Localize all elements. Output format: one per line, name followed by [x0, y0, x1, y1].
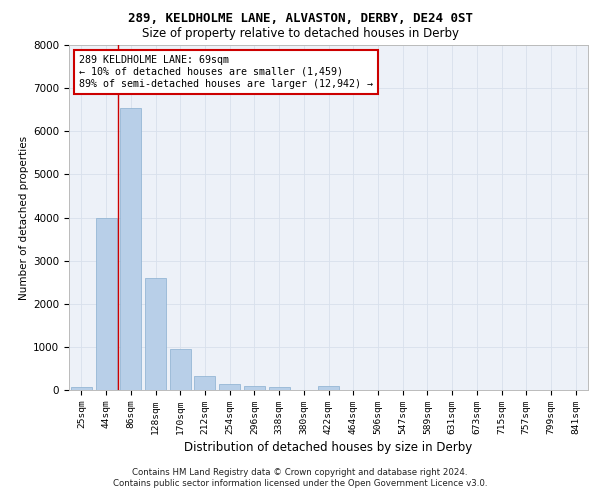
Y-axis label: Number of detached properties: Number of detached properties [19, 136, 29, 300]
Bar [170, 349, 191, 390]
Bar [244, 386, 265, 390]
Bar [194, 376, 215, 390]
Text: Size of property relative to detached houses in Derby: Size of property relative to detached ho… [142, 28, 458, 40]
Text: 289 KELDHOLME LANE: 69sqm
← 10% of detached houses are smaller (1,459)
89% of se: 289 KELDHOLME LANE: 69sqm ← 10% of detac… [79, 56, 373, 88]
Text: Contains HM Land Registry data © Crown copyright and database right 2024.
Contai: Contains HM Land Registry data © Crown c… [113, 468, 487, 487]
X-axis label: Distribution of detached houses by size in Derby: Distribution of detached houses by size … [184, 441, 473, 454]
Bar [71, 387, 92, 390]
Bar [219, 384, 240, 390]
Bar [145, 278, 166, 390]
Bar [318, 386, 339, 390]
Text: 289, KELDHOLME LANE, ALVASTON, DERBY, DE24 0ST: 289, KELDHOLME LANE, ALVASTON, DERBY, DE… [128, 12, 473, 26]
Bar [120, 108, 141, 390]
Bar [269, 387, 290, 390]
Bar [95, 218, 116, 390]
